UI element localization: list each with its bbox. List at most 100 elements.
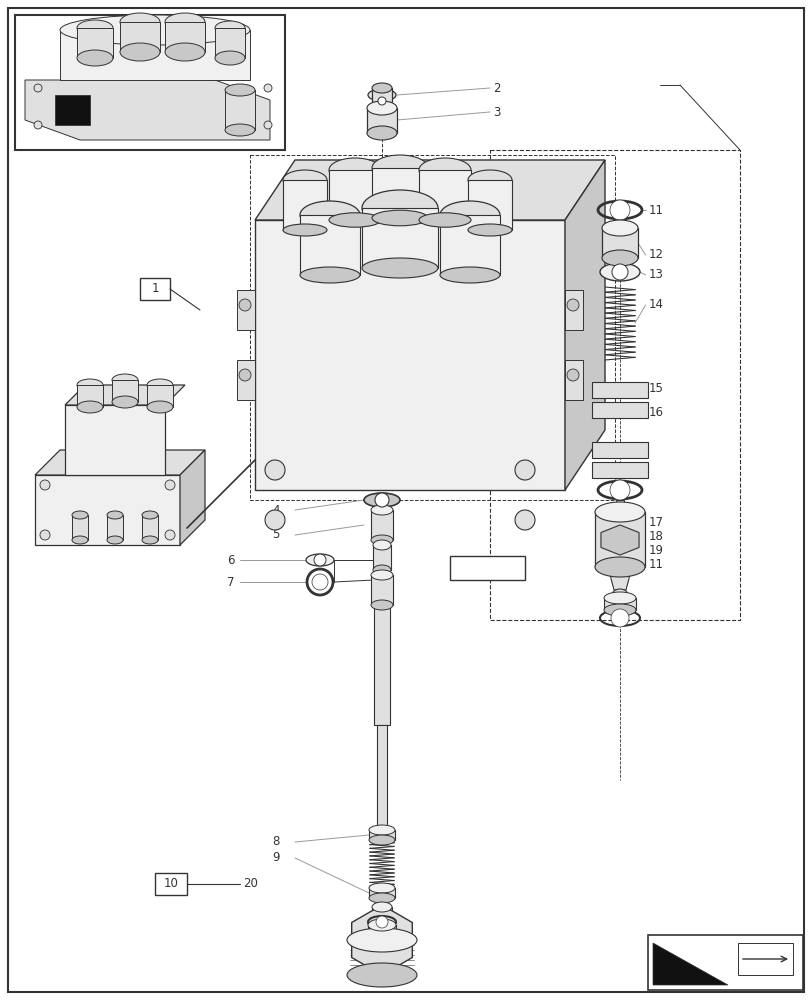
Ellipse shape <box>368 835 394 845</box>
Text: 4: 4 <box>272 504 280 516</box>
Ellipse shape <box>371 570 393 580</box>
Text: 18: 18 <box>648 530 663 544</box>
Bar <box>594 512 644 567</box>
Ellipse shape <box>142 536 158 544</box>
Ellipse shape <box>328 213 380 227</box>
Text: 9: 9 <box>272 851 280 864</box>
Ellipse shape <box>283 170 327 190</box>
Text: 2: 2 <box>492 82 500 95</box>
Bar <box>299 215 359 275</box>
Ellipse shape <box>368 825 394 835</box>
Bar <box>564 360 582 400</box>
Ellipse shape <box>371 600 393 610</box>
Ellipse shape <box>372 565 391 575</box>
Circle shape <box>238 369 251 381</box>
Circle shape <box>264 121 272 129</box>
Bar <box>367 108 397 133</box>
Ellipse shape <box>594 557 644 577</box>
Bar <box>328 170 380 220</box>
Ellipse shape <box>112 396 138 408</box>
Circle shape <box>34 121 42 129</box>
Polygon shape <box>591 382 647 398</box>
Circle shape <box>609 480 629 500</box>
Text: 6: 6 <box>227 554 234 566</box>
Circle shape <box>264 460 285 480</box>
Ellipse shape <box>363 493 400 507</box>
Bar <box>155 873 187 895</box>
Polygon shape <box>652 943 727 985</box>
Ellipse shape <box>107 536 122 544</box>
Ellipse shape <box>72 536 88 544</box>
Bar <box>371 907 392 922</box>
Ellipse shape <box>418 158 470 182</box>
Ellipse shape <box>368 883 394 893</box>
Bar <box>237 290 255 330</box>
Ellipse shape <box>367 89 396 101</box>
Ellipse shape <box>603 604 635 616</box>
Ellipse shape <box>371 535 393 545</box>
Ellipse shape <box>367 101 397 115</box>
Ellipse shape <box>225 84 255 96</box>
Bar <box>449 556 525 580</box>
Bar <box>225 90 255 130</box>
Ellipse shape <box>142 511 158 519</box>
Bar <box>376 725 387 835</box>
Bar <box>647 935 802 990</box>
Ellipse shape <box>362 258 437 278</box>
Bar <box>142 515 158 540</box>
Bar <box>55 95 90 125</box>
Circle shape <box>314 554 325 566</box>
Polygon shape <box>607 567 631 590</box>
Polygon shape <box>35 475 180 545</box>
Text: 20: 20 <box>242 877 258 890</box>
Ellipse shape <box>603 592 635 604</box>
Text: 14: 14 <box>648 298 663 312</box>
Ellipse shape <box>165 13 204 31</box>
Bar <box>15 15 285 150</box>
Ellipse shape <box>147 379 173 391</box>
Circle shape <box>610 609 629 627</box>
Polygon shape <box>600 525 638 555</box>
Text: PAG. 1: PAG. 1 <box>469 563 504 573</box>
Ellipse shape <box>601 220 637 236</box>
Polygon shape <box>255 160 604 220</box>
Circle shape <box>378 97 385 105</box>
Circle shape <box>40 530 50 540</box>
Bar <box>368 888 394 898</box>
Circle shape <box>34 84 42 92</box>
Text: 13: 13 <box>648 268 663 282</box>
Circle shape <box>264 84 272 92</box>
Circle shape <box>40 480 50 490</box>
Polygon shape <box>737 943 792 975</box>
Ellipse shape <box>77 50 113 66</box>
Ellipse shape <box>372 540 391 550</box>
Text: 11: 11 <box>648 204 663 217</box>
Bar <box>237 360 255 400</box>
Ellipse shape <box>215 51 245 65</box>
Bar <box>283 180 327 230</box>
Text: 12: 12 <box>648 248 663 261</box>
Bar <box>107 515 122 540</box>
Ellipse shape <box>467 224 512 236</box>
Bar <box>371 168 427 218</box>
Text: 11: 11 <box>648 558 663 572</box>
Ellipse shape <box>107 511 122 519</box>
Bar <box>418 170 470 220</box>
Ellipse shape <box>215 21 245 35</box>
Ellipse shape <box>440 267 500 283</box>
Bar <box>147 385 173 407</box>
Ellipse shape <box>367 126 397 140</box>
Bar <box>371 88 392 102</box>
Ellipse shape <box>611 589 627 601</box>
Ellipse shape <box>299 201 359 229</box>
Polygon shape <box>65 405 165 475</box>
Circle shape <box>566 369 578 381</box>
Polygon shape <box>35 450 204 475</box>
Text: 1: 1 <box>151 282 159 296</box>
Ellipse shape <box>418 213 470 227</box>
Circle shape <box>611 264 627 280</box>
Circle shape <box>514 510 534 530</box>
Ellipse shape <box>346 928 417 952</box>
Polygon shape <box>564 160 604 490</box>
Bar <box>440 215 500 275</box>
